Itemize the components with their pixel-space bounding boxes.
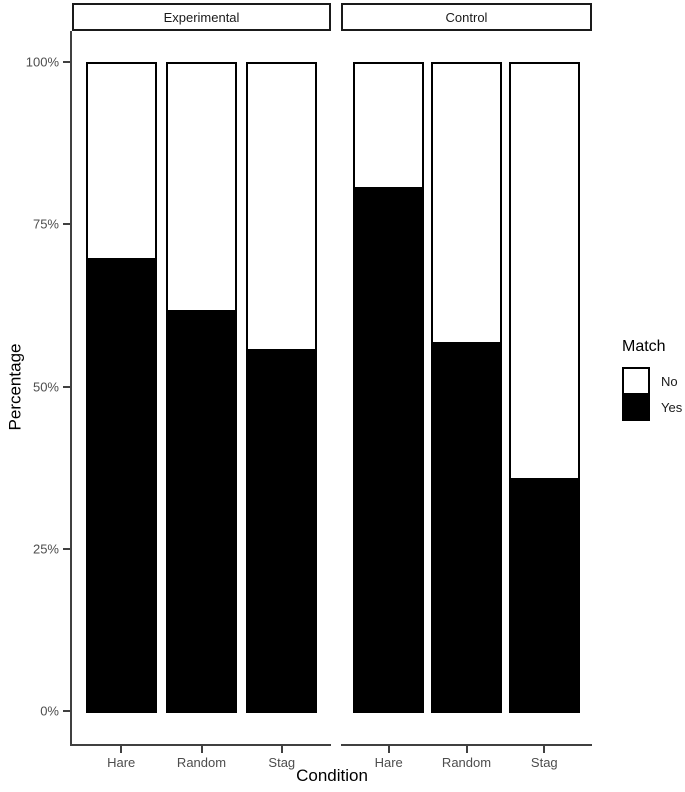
x-tick-mark (465, 746, 468, 753)
bar-segment-yes (87, 258, 155, 711)
y-tick-mark (63, 547, 70, 550)
stacked-bar-control-stag (508, 62, 580, 713)
y-tick-mark (63, 223, 70, 226)
y-tick-mark (63, 61, 70, 63)
stacked-bar-experimental-hare (85, 62, 157, 713)
legend-item-label: No (661, 373, 678, 389)
bar-segment-yes (168, 309, 235, 711)
facet-strip-experimental: Experimental (72, 3, 331, 31)
bar-segment-yes (355, 186, 423, 711)
y-tick-label: 100% (25, 54, 59, 70)
y-tick-mark (63, 385, 70, 388)
x-axis-title: Condition (296, 766, 368, 785)
x-axis-line (341, 744, 592, 746)
x-axis-line (72, 744, 331, 746)
legend-item-no: No (622, 367, 682, 395)
x-tick-label: Random (441, 755, 492, 770)
stacked-bar-control-hare (353, 62, 425, 713)
legend-item-label: Yes (661, 399, 683, 415)
legend-items: No Yes (622, 367, 682, 421)
bar-segment-yes (433, 342, 500, 711)
legend-key-swatch-no (622, 367, 650, 395)
x-tick-mark (387, 746, 390, 753)
x-tick-mark (543, 746, 546, 753)
y-tick-label: 50% (32, 379, 59, 394)
x-tick-label: Hare (374, 755, 403, 770)
y-tick-label: 75% (32, 216, 59, 232)
stacked-bar-experimental-stag (246, 62, 318, 713)
x-tick-label: Random (176, 755, 227, 770)
legend: Match No Yes (622, 338, 682, 421)
x-tick-label: Hare (107, 755, 136, 770)
bar-segment-yes (510, 478, 578, 711)
x-tick-label: Stag (268, 755, 296, 770)
stacked-bar-experimental-random (166, 62, 237, 713)
legend-item-yes: Yes (622, 393, 682, 421)
legend-title: Match (622, 338, 666, 355)
legend-key-swatch-yes (622, 393, 650, 421)
y-axis-line (70, 31, 72, 746)
y-tick-label: 25% (32, 541, 59, 557)
bar-segment-yes (248, 348, 316, 711)
x-tick-mark (200, 746, 203, 753)
x-tick-mark (120, 746, 123, 753)
x-tick-mark (280, 746, 283, 753)
stacked-bar-control-random (431, 62, 502, 713)
facet-strip-control: Control (341, 3, 592, 31)
y-tick-mark (63, 710, 70, 712)
y-tick-label: 0% (40, 703, 59, 719)
x-tick-label: Stag (530, 755, 558, 770)
